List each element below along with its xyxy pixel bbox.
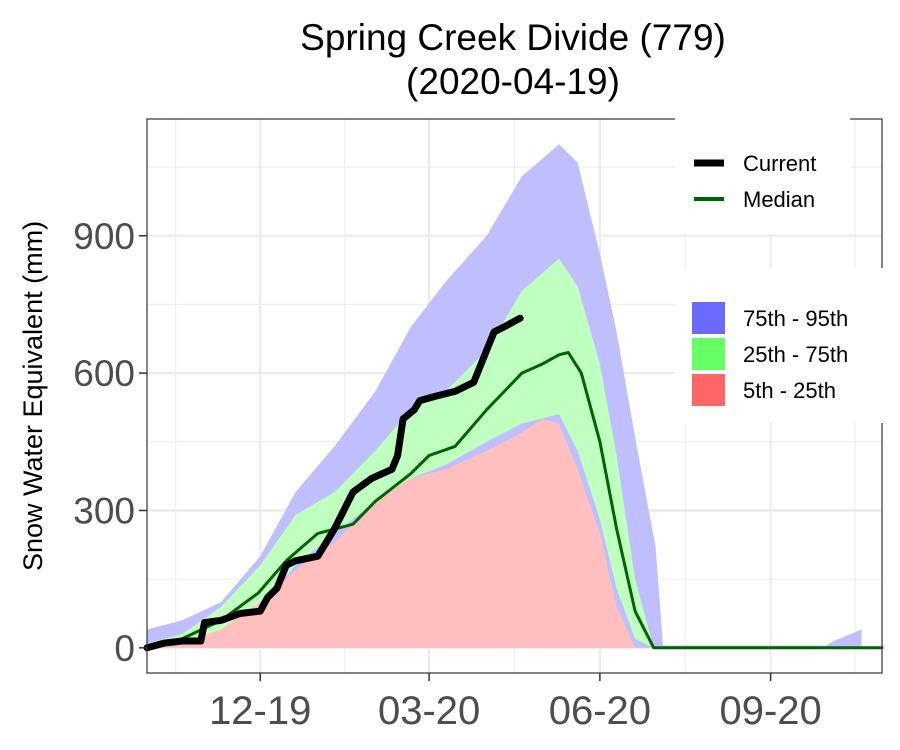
- series-lines: [143, 314, 884, 652]
- x-tick-label-0: 12-19: [209, 689, 311, 733]
- legend-fill-label-2: 5th - 25th: [743, 378, 836, 403]
- legend-label-current: Current: [743, 151, 816, 176]
- x-tick-label-1: 03-20: [378, 689, 480, 733]
- legend-swatch-0: [692, 302, 725, 334]
- y-tick-label-0: 0: [114, 628, 135, 669]
- y-tick-label-2: 600: [73, 353, 135, 394]
- y-axis-label: Snow Water Equivalent (mm): [18, 221, 48, 571]
- series-line-current: [143, 314, 524, 652]
- y-tick-label-3: 900: [73, 216, 135, 257]
- legend-fill-label-1: 25th - 75th: [743, 342, 848, 367]
- legend: Current Median 75th - 95th 25th - 75th 5th …: [675, 114, 885, 423]
- chart-subtitle: (2020-04-19): [406, 61, 620, 102]
- y-axis: 0 300 600 900: [73, 216, 147, 669]
- chart-title: Spring Creek Divide (779): [300, 17, 726, 58]
- legend-lines-box: [675, 114, 850, 234]
- legend-swatch-1: [692, 338, 725, 370]
- series-line-median: [145, 351, 884, 650]
- legend-label-median: Median: [743, 187, 815, 212]
- legend-fill-label-0: 75th - 95th: [743, 306, 848, 331]
- x-tick-label-3: 09-20: [719, 689, 821, 733]
- band-5th-25th: [147, 418, 636, 648]
- legend-swatch-2: [692, 374, 725, 406]
- y-tick-label-1: 300: [73, 490, 135, 531]
- x-axis: 12-19 03-20 06-20 09-20: [209, 673, 822, 733]
- x-tick-label-2: 06-20: [549, 689, 651, 733]
